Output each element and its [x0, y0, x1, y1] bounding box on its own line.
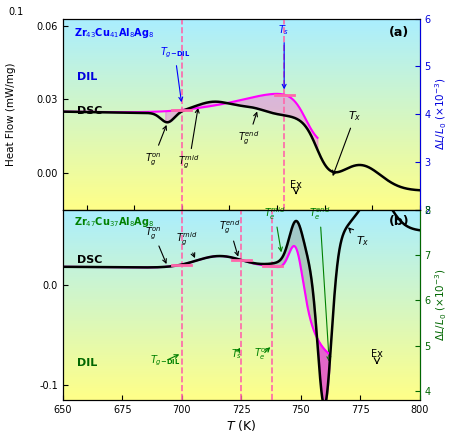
Text: DSC: DSC: [77, 255, 102, 265]
Text: $T_e^{on}$: $T_e^{on}$: [254, 347, 271, 362]
Y-axis label: $\Delta L/L_0$ ($\times$10$^{-3}$): $\Delta L/L_0$ ($\times$10$^{-3}$): [433, 78, 448, 150]
Y-axis label: $\Delta L/L_0$ ($\times$10$^{-3}$): $\Delta L/L_0$ ($\times$10$^{-3}$): [433, 269, 448, 341]
Text: $T_{g\mathregular{-DIL}}$: $T_{g\mathregular{-DIL}}$: [150, 354, 180, 368]
Y-axis label: Heat Flow (mW/mg): Heat Flow (mW/mg): [6, 62, 16, 166]
Text: $T_e^{end}$: $T_e^{end}$: [308, 205, 330, 360]
Text: 0.1: 0.1: [9, 7, 24, 17]
Text: DIL: DIL: [77, 358, 97, 368]
Text: (a): (a): [388, 26, 408, 39]
Text: $T_g^{on}$: $T_g^{on}$: [145, 126, 166, 167]
Text: $T_s$: $T_s$: [278, 23, 289, 88]
Text: DSC: DSC: [77, 106, 102, 116]
Text: Ex: Ex: [370, 349, 382, 359]
Text: DIL: DIL: [77, 72, 97, 82]
Text: $T_g^{mid}$: $T_g^{mid}$: [178, 109, 199, 172]
Text: $T_x$: $T_x$: [332, 109, 361, 175]
Text: $T_{g\mathregular{-DIL}}$: $T_{g\mathregular{-DIL}}$: [159, 46, 189, 101]
Text: $T_x$: $T_x$: [348, 228, 368, 249]
Text: $T_g^{end}$: $T_g^{end}$: [237, 113, 259, 147]
Text: Zr$_{47}$Cu$_{37}$Al$_{8}$Ag$_{8}$: Zr$_{47}$Cu$_{37}$Al$_{8}$Ag$_{8}$: [73, 215, 153, 229]
X-axis label: $T$ (K): $T$ (K): [226, 418, 256, 433]
Text: Ex: Ex: [289, 180, 301, 190]
Text: $T_g^{end}$: $T_g^{end}$: [218, 218, 240, 256]
Text: Zr$_{43}$Cu$_{41}$Al$_{8}$Ag$_{8}$: Zr$_{43}$Cu$_{41}$Al$_{8}$Ag$_{8}$: [73, 26, 153, 40]
Text: (b): (b): [388, 215, 408, 228]
Text: $T_g^{on}$: $T_g^{on}$: [145, 225, 166, 263]
Text: $T_s$: $T_s$: [230, 347, 242, 361]
Text: $T_e^{mid}$: $T_e^{mid}$: [263, 205, 285, 251]
Text: $T_g^{mid}$: $T_g^{mid}$: [176, 230, 197, 257]
